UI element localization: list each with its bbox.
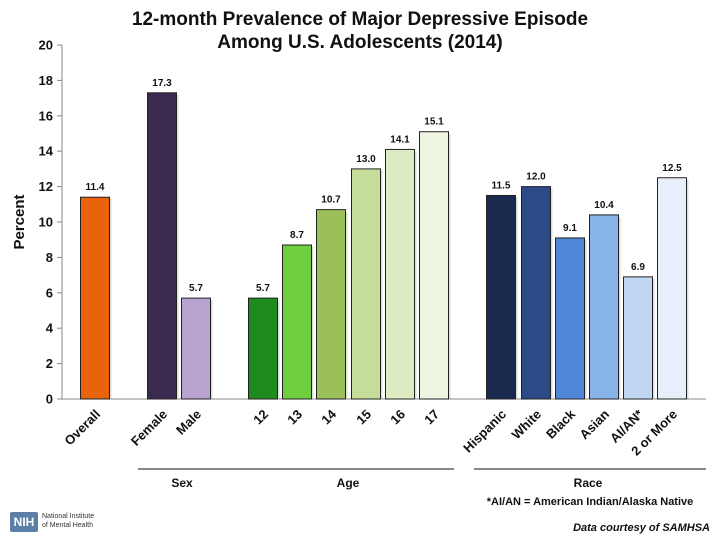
bar-black: [555, 237, 585, 400]
group-label: Age: [337, 476, 360, 490]
x-tick-label: 17: [421, 407, 442, 428]
bar-overall: [80, 196, 110, 400]
footnote: *AI/AN = American Indian/Alaska Native: [486, 496, 694, 508]
y-tick-label: 12: [39, 179, 53, 194]
nih-logo-name-line1: National Institute: [42, 513, 95, 520]
bar-value-label: 5.7: [189, 283, 203, 294]
x-axis-labels: Overall Female Male 12 13 14 15 16 17 Hispanic Whi…: [61, 406, 680, 459]
data-credit: Data courtesy of SAMHSA: [573, 522, 710, 534]
x-tick-label: Female: [128, 407, 170, 449]
x-tick-label: 15: [353, 407, 374, 428]
bar-value-label: 12.0: [526, 172, 546, 183]
chart-title: 12-month Prevalence of Major Depressive …: [131, 9, 589, 30]
bar-value-label: 11.5: [492, 180, 511, 191]
bar-14: [316, 209, 346, 400]
group-label: Race: [574, 476, 603, 490]
bar-value-label: 10.4: [594, 200, 614, 211]
bar-value-label: 14.1: [390, 134, 410, 145]
nih-logo: NIH National Institute of Mental Health: [10, 510, 130, 534]
bar-value-label: 11.4: [86, 182, 105, 193]
x-tick-label: Black: [543, 406, 579, 442]
bar-value-label: 9.1: [563, 223, 577, 234]
x-tick-label: 12: [250, 407, 271, 428]
bar-16: [385, 148, 415, 400]
nih-logo-mark: NIH: [10, 512, 38, 532]
y-tick-label: 10: [39, 215, 53, 230]
nih-logo-name-line2: of Mental Health: [42, 522, 93, 529]
y-tick-label: 6: [46, 285, 53, 300]
bar-female: [147, 92, 177, 400]
x-tick-label: Overall: [61, 407, 103, 449]
bar-value-label: 10.7: [321, 195, 341, 206]
bar-value-label: 15.1: [424, 117, 444, 128]
y-tick-label: 8: [46, 250, 53, 265]
x-tick-label: 16: [387, 407, 408, 428]
bar-13: [282, 244, 312, 400]
bar-value-label: 12.5: [662, 163, 682, 174]
chart-subtitle: Among U.S. Adolescents (2014): [217, 32, 503, 53]
x-tick-label: Male: [173, 407, 204, 438]
x-tick-label: Hispanic: [460, 407, 509, 456]
bar-white: [521, 186, 551, 400]
y-tick-label: 0: [46, 392, 53, 407]
y-tick-label: 20: [39, 38, 53, 53]
bar-ai-an-: [623, 276, 653, 400]
x-tick-label: White: [508, 407, 544, 443]
x-tick-label: Asian: [576, 406, 612, 442]
bar-2-or-more: [657, 177, 687, 400]
bar-value-label: 13.0: [356, 154, 376, 165]
group-label: Sex: [171, 476, 193, 490]
x-tick-label: 14: [318, 406, 339, 427]
y-axis-title: Percent: [11, 194, 28, 249]
bar-value-label: 5.7: [256, 283, 270, 294]
y-tick-label: 18: [39, 73, 53, 88]
y-tick-label: 14: [39, 144, 54, 159]
bar-asian: [589, 214, 619, 400]
bar-17: [419, 131, 449, 400]
bar-hispanic: [486, 194, 516, 400]
y-tick-label: 16: [39, 108, 53, 123]
bar-12: [248, 297, 278, 400]
nih-logo-name: National Institute of Mental Health: [42, 512, 94, 530]
bar-value-label: 6.9: [631, 262, 645, 273]
y-tick-label: 4: [46, 321, 54, 336]
bars: 11.4 17.3 5.7 5.7 8.7 10.7 13.0 14.1 15.1 11.5 12.…: [80, 78, 689, 400]
bar-value-label: 17.3: [152, 78, 172, 89]
x-tick-label: 13: [284, 407, 305, 428]
bar-value-label: 8.7: [290, 230, 304, 241]
group-labels: Sex Age Race: [138, 468, 706, 490]
y-tick-label: 2: [46, 356, 53, 371]
bar-15: [351, 168, 381, 400]
bar-male: [181, 297, 211, 400]
